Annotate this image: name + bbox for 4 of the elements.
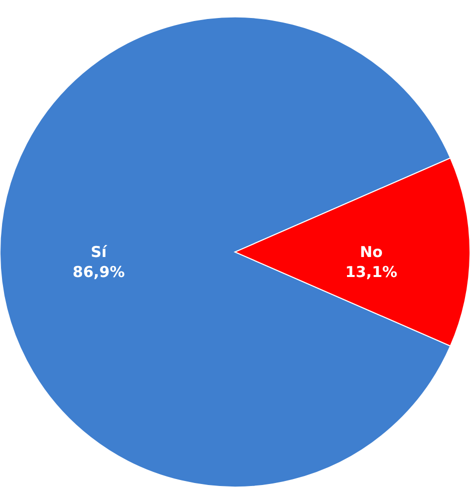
slice-label: Sí — [90, 243, 108, 261]
data-label: 86,9% — [72, 263, 125, 281]
slice-label: No — [360, 243, 383, 261]
data-label: 13,1% — [345, 263, 398, 281]
